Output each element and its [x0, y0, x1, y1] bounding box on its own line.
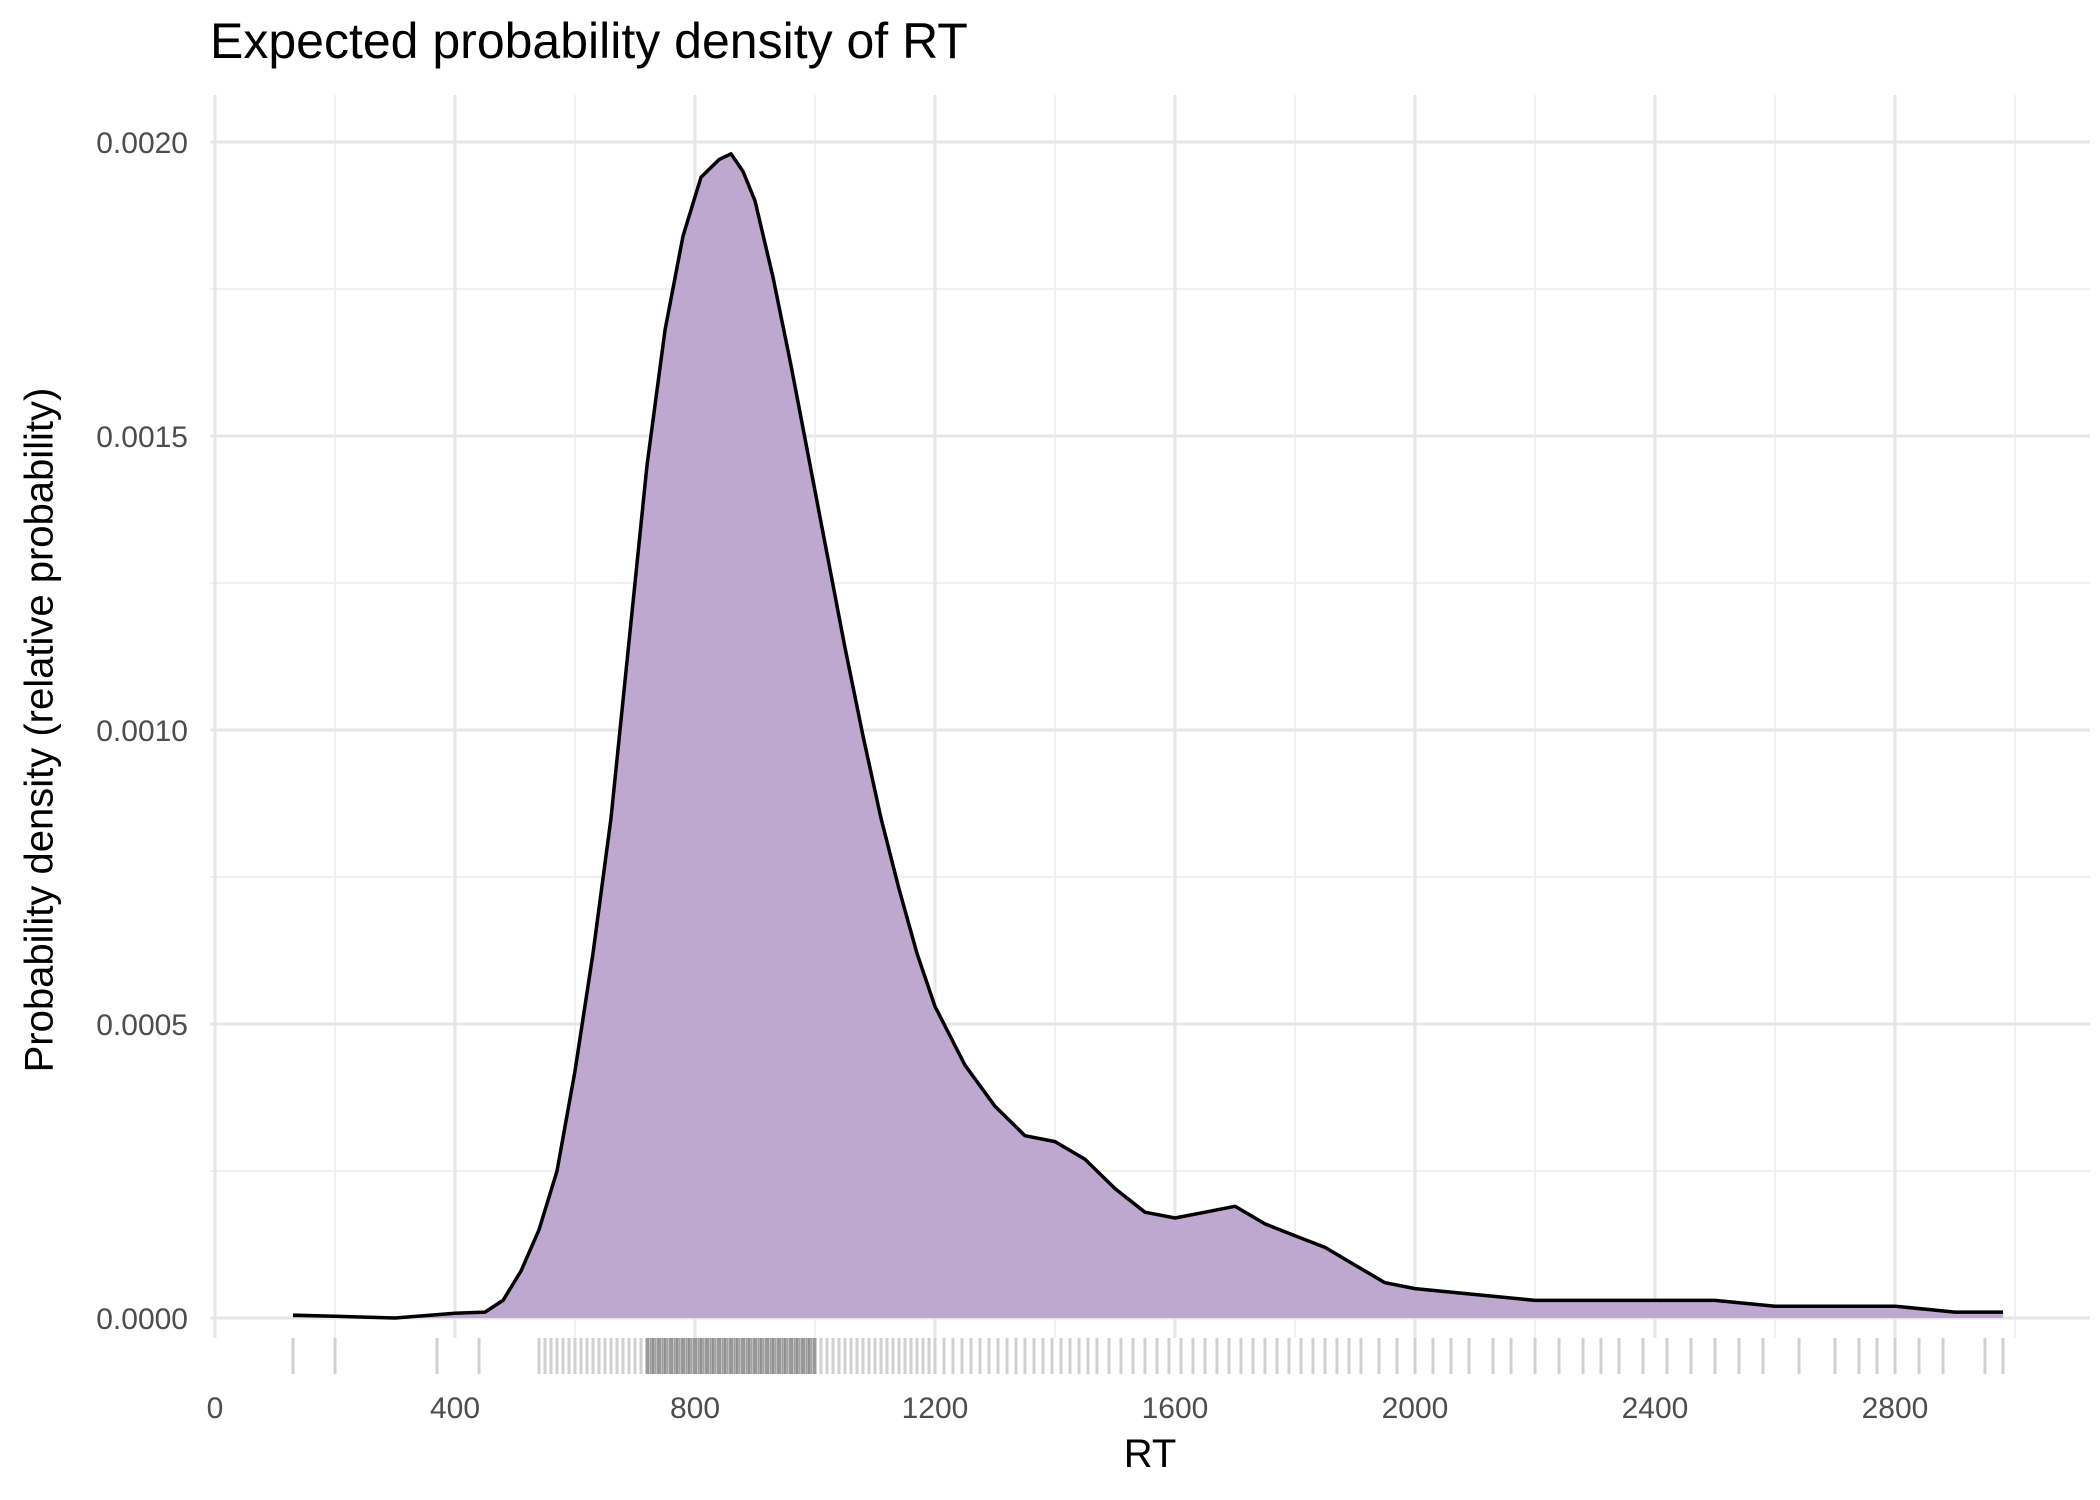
y-axis-label: Probability density (relative probabilit… — [17, 387, 62, 1073]
y-tick-label: 0.0000 — [96, 1303, 188, 1336]
x-tick-label: 800 — [670, 1392, 720, 1425]
density-fill — [293, 153, 2003, 1318]
y-tick-label: 0.0015 — [96, 421, 188, 454]
y-tick-label: 0.0005 — [96, 1009, 188, 1042]
x-tick-label: 0 — [207, 1392, 224, 1425]
grid-lines — [210, 95, 2090, 1338]
x-tick-label: 1600 — [1142, 1392, 1209, 1425]
x-tick-label: 400 — [430, 1392, 480, 1425]
x-tick-label: 2800 — [1862, 1392, 1929, 1425]
tick-labels: 0 400 800 1200 1600 2000 2400 2800 0.0000 0.0005 0… — [96, 127, 1928, 1425]
density-line — [292, 152, 2003, 1320]
x-tick-label: 2000 — [1382, 1392, 1449, 1425]
x-tick-label: 2400 — [1622, 1392, 1689, 1425]
chart-title: Expected probability density of RT — [210, 13, 968, 69]
y-tick-label: 0.0020 — [96, 127, 188, 160]
y-tick-label: 0.0010 — [96, 715, 188, 748]
x-tick-label: 1200 — [902, 1392, 969, 1425]
x-axis-label: RT — [1123, 1432, 1177, 1476]
density-area-group — [292, 152, 2003, 1320]
rug-marks — [291, 1338, 2005, 1374]
